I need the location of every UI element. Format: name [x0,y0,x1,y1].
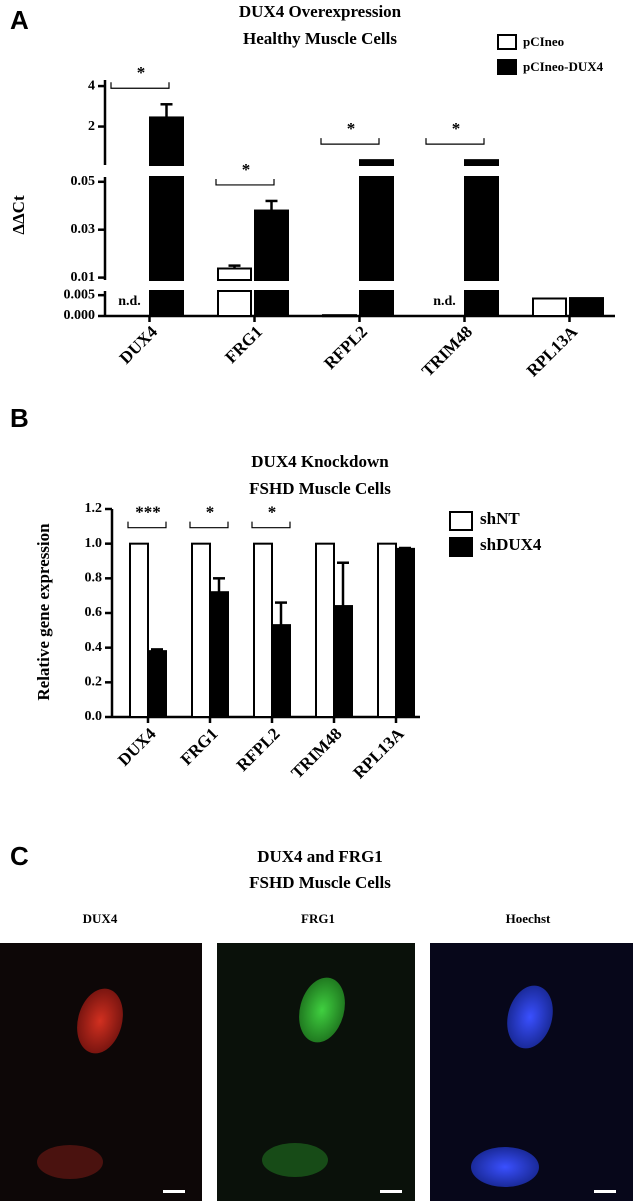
x-tick-label: RFPL2 [233,724,284,775]
image-frg1 [217,943,415,1201]
bar [359,176,394,281]
bar [209,591,229,719]
bar [271,624,291,719]
bar [569,297,604,318]
bar [129,542,149,719]
bar [359,159,394,166]
bar [377,542,397,719]
legend-swatch [497,59,517,75]
y-tick-label: 0.4 [85,640,103,655]
image-hoechst [430,943,633,1201]
image-label: DUX4 [83,911,118,926]
legend-label: shDUX4 [480,535,542,554]
y-tick-label: 4 [88,78,95,93]
x-tick-label: FRG1 [177,724,222,769]
y-tick-label: 0.005 [64,287,96,302]
y-tick-label: 0.2 [85,675,103,690]
bar [191,542,211,719]
y-tick-label: 0.0 [85,709,103,724]
significance-bracket [127,521,167,529]
legend-swatch [449,511,473,531]
significance-label: * [452,119,461,138]
panel-label: C [10,841,29,871]
significance-label: * [268,503,277,522]
panel-label: B [10,403,29,433]
y-tick-label: 0.8 [85,571,103,586]
x-tick-label: FRG1 [221,322,266,367]
value-label: n.d. [118,294,141,309]
bar [395,547,415,718]
x-tick-label: RPL13A [523,322,582,381]
significance-label: * [242,160,251,179]
legend-swatch [449,537,473,557]
chart-title: DUX4 Knockdown [251,452,389,471]
chart-title: DUX4 Overexpression [239,2,402,21]
panel-title: FSHD Muscle Cells [249,873,391,892]
significance-label: * [137,63,146,82]
bar [359,290,394,317]
significance-bracket [110,82,170,89]
panel-label: A [10,5,29,35]
bar [254,209,289,281]
y-tick-label: 1.0 [85,536,103,551]
y-tick-label: 0.05 [71,174,96,189]
significance-label: * [347,119,356,138]
legend-label: shNT [480,509,520,528]
bar [149,116,184,166]
chart-title: Healthy Muscle Cells [243,29,397,48]
bar [254,290,289,317]
x-tick-label: DUX4 [116,322,162,368]
bar [147,650,167,719]
y-tick-label: 2 [88,119,95,134]
bar [217,290,252,317]
x-tick-label: DUX4 [114,724,160,770]
legend-label: pCIneo [523,34,564,49]
significance-label: *** [135,503,161,522]
y-tick-label: 0.000 [64,308,96,323]
significance-bracket [251,521,291,529]
bar [322,314,357,318]
x-tick-label: RFPL2 [320,322,371,373]
y-tick-label: 0.6 [85,605,103,620]
bar [315,542,335,719]
significance-label: * [206,503,215,522]
bar [464,159,499,166]
significance-bracket [215,178,275,186]
bar [464,176,499,281]
significance-bracket [425,138,485,145]
y-axis-label: ΔΔCt [9,195,28,235]
chart-title: FSHD Muscle Cells [249,479,391,498]
bar [464,290,499,317]
image-label: FRG1 [301,911,335,926]
y-axis-label: Relative gene expression [34,523,53,701]
x-tick-label: TRIM48 [418,322,476,380]
bar [333,605,353,718]
legend-label: pCIneo-DUX4 [523,59,604,74]
value-label: n.d. [433,294,456,309]
bar [217,267,252,281]
significance-bracket [189,521,229,529]
y-tick-label: 0.03 [71,222,96,237]
y-tick-label: 1.2 [85,501,103,516]
significance-bracket [320,138,380,145]
bar [532,297,567,317]
bar [149,176,184,281]
x-tick-label: RPL13A [349,724,408,783]
legend-swatch [497,34,517,50]
x-tick-label: TRIM48 [287,724,345,782]
y-tick-label: 0.01 [71,270,96,285]
bar [253,542,273,719]
image-dux4 [0,943,202,1201]
image-label: Hoechst [506,911,551,926]
bar [149,290,184,317]
panel-title: DUX4 and FRG1 [257,847,383,866]
